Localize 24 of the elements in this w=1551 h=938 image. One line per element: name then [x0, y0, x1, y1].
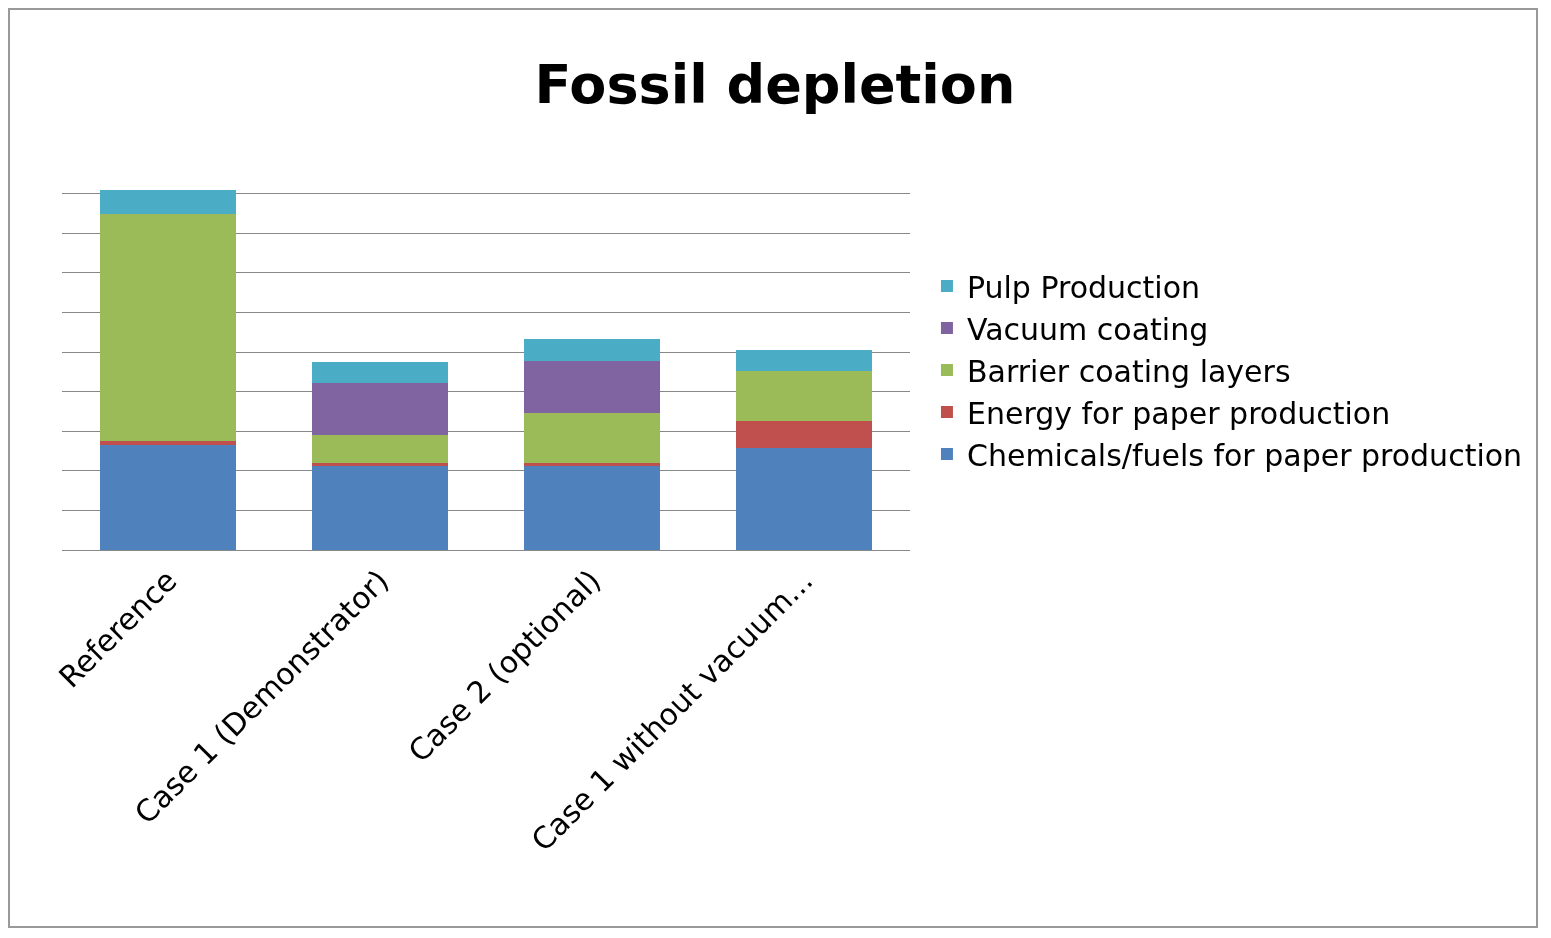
legend-label: Vacuum coating: [966, 311, 1209, 347]
bar: [100, 440, 236, 445]
chart-title: Fossil depletion: [534, 53, 1016, 116]
bar: [312, 362, 448, 383]
bar: [524, 360, 660, 414]
bar: [524, 462, 660, 466]
bar: [736, 350, 872, 372]
legend-label: Barrier coating layers: [966, 353, 1291, 389]
bar: [524, 465, 660, 550]
bar: [736, 447, 872, 550]
bar: [312, 435, 448, 463]
legend-label: Pulp Production: [966, 269, 1201, 305]
bar: [736, 371, 872, 422]
bar: [524, 413, 660, 463]
bar: [100, 214, 236, 441]
bar: [100, 444, 236, 550]
bar: [524, 338, 660, 361]
bar: [100, 190, 236, 215]
bar: [312, 382, 448, 436]
bar: [312, 465, 448, 550]
legend-label: Energy for paper production: [966, 395, 1391, 431]
legend-label: Chemicals/fuels for paper production: [966, 437, 1523, 473]
bar: [312, 462, 448, 466]
bar: [736, 421, 872, 448]
